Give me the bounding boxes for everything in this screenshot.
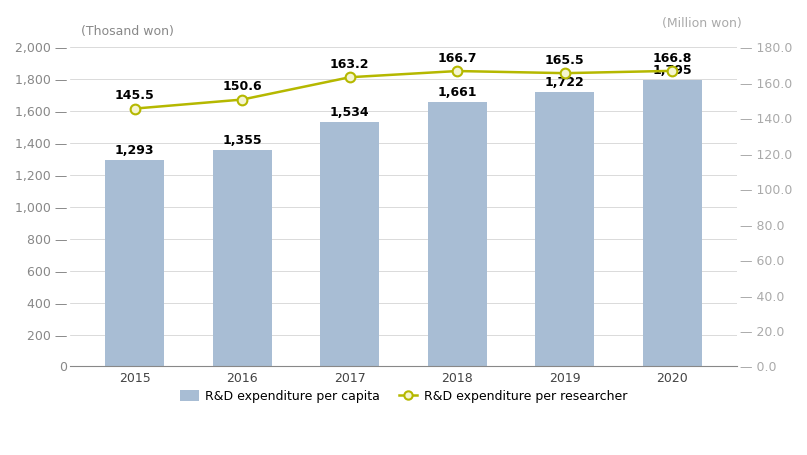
Text: 1,722: 1,722 [545, 76, 585, 89]
Text: 1,534: 1,534 [330, 106, 370, 119]
Text: 1,355: 1,355 [223, 134, 262, 147]
Bar [105, 160, 165, 366]
Text: 166.7: 166.7 [437, 52, 477, 65]
Text: (Million won): (Million won) [663, 17, 742, 30]
Text: 166.8: 166.8 [653, 52, 692, 65]
Bar [428, 101, 487, 366]
Text: 1,661: 1,661 [437, 86, 477, 99]
Text: 165.5: 165.5 [545, 54, 584, 67]
Bar [535, 92, 595, 366]
Text: 145.5: 145.5 [115, 89, 155, 102]
Text: 150.6: 150.6 [223, 81, 262, 93]
Text: 163.2: 163.2 [330, 58, 370, 71]
Text: 1,293: 1,293 [115, 144, 154, 157]
Bar [642, 80, 702, 366]
Bar [212, 150, 272, 366]
Bar [320, 122, 379, 366]
Text: 1,795: 1,795 [653, 64, 692, 77]
Text: (Thosand won): (Thosand won) [81, 25, 174, 38]
Legend: R&D expenditure per capita, R&D expenditure per researcher: R&D expenditure per capita, R&D expendit… [175, 385, 632, 408]
